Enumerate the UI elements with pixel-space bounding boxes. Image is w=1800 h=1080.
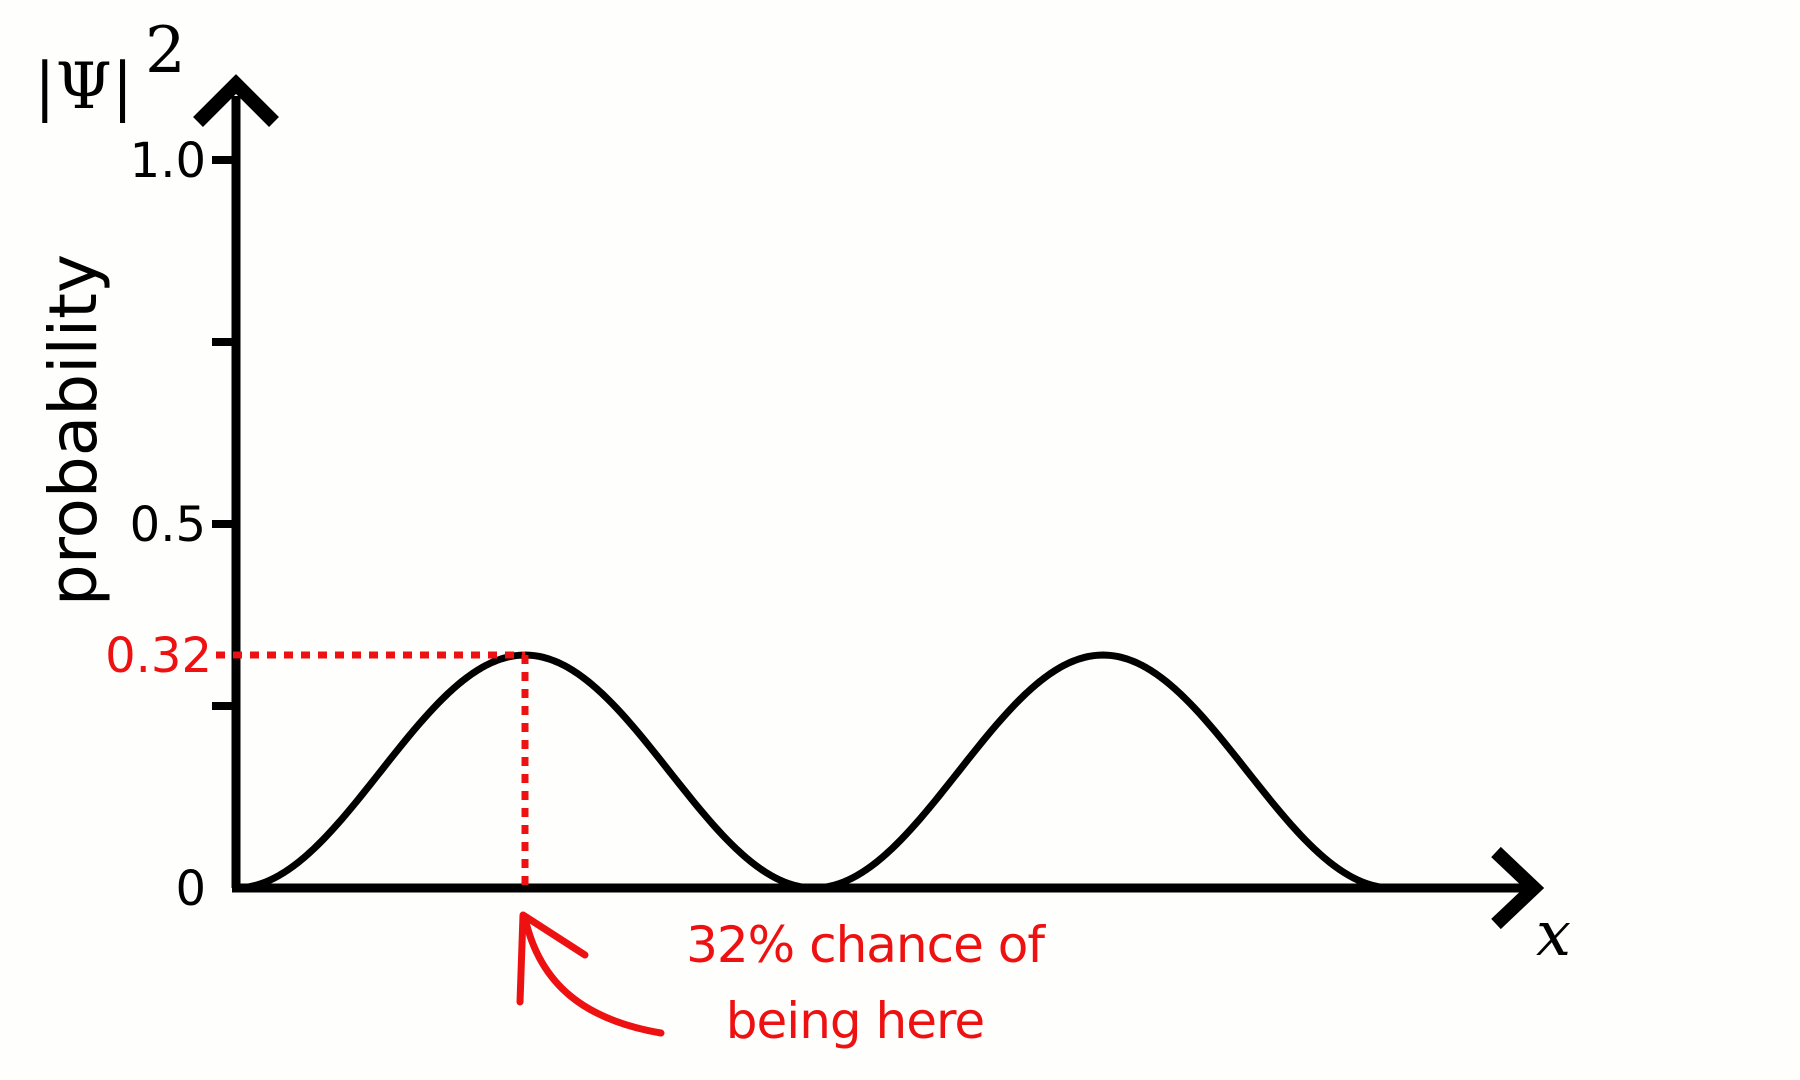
annotation-note-line-2: being here <box>726 992 984 1050</box>
annotation-arrowhead <box>516 911 589 1006</box>
series-group <box>235 651 1393 892</box>
annotation-note-line-1: 32% chance of <box>686 916 1046 974</box>
y-tick-label: 0 <box>175 861 206 917</box>
annotation-group: 0.32 <box>105 628 529 892</box>
y-tick-label: 1.0 <box>130 133 206 189</box>
x-axis-label: x <box>1536 897 1571 970</box>
y-symbol: |Ψ| 2 <box>34 14 186 124</box>
x-axis-arrowhead <box>1491 846 1545 930</box>
y-axis-label: probability <box>35 254 112 606</box>
y-ticks: 0 0.5 1.0 <box>130 133 236 917</box>
annotation-curved-arrow <box>521 914 665 1037</box>
y-symbol-superscript: 2 <box>145 14 186 88</box>
annotation-note: 32% chance of being here <box>686 916 1047 1050</box>
y-symbol-base: |Ψ| <box>34 50 133 124</box>
annotation-value-label: 0.32 <box>105 628 212 684</box>
y-axis-arrowhead <box>193 74 279 127</box>
probability-curve <box>235 651 1393 892</box>
y-tick-label: 0.5 <box>130 497 206 553</box>
